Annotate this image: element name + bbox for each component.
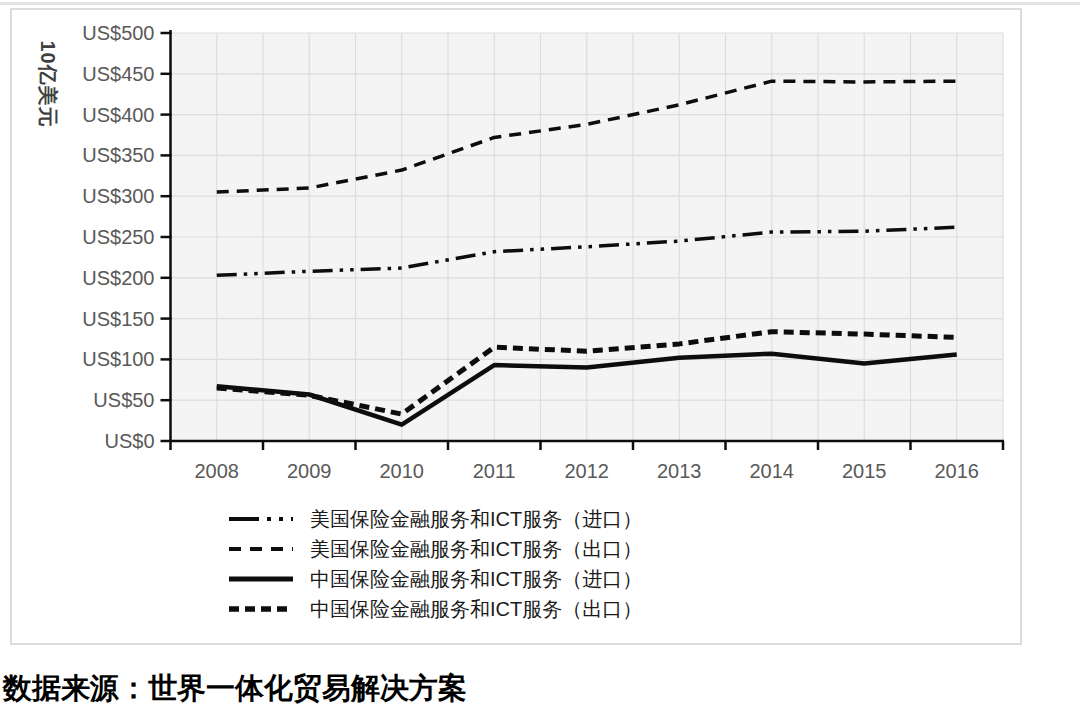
x-tick-label: 2013: [657, 460, 702, 482]
y-tick-label: US$250: [82, 226, 154, 248]
y-tick-label: US$200: [82, 267, 154, 289]
y-tick-label: US$50: [93, 389, 154, 411]
legend-label: 美国保险金融服务和ICT服务（出口）: [310, 536, 642, 563]
y-tick-label: US$400: [82, 104, 154, 126]
legend-line-sample: [228, 510, 294, 528]
legend-label: 美国保险金融服务和ICT服务（进口）: [310, 506, 642, 533]
x-tick-label: 2012: [565, 460, 610, 482]
legend-label: 中国保险金融服务和ICT服务（进口）: [310, 566, 642, 593]
x-tick-label: 2008: [195, 460, 240, 482]
legend-label: 中国保险金融服务和ICT服务（出口）: [310, 596, 642, 623]
y-tick-label: US$300: [82, 185, 154, 207]
x-tick-label: 2014: [750, 460, 795, 482]
chart-legend: 美国保险金融服务和ICT服务（进口） 美国保险金融服务和ICT服务（出口） 中国保险…: [228, 508, 642, 620]
legend-line-sample: [228, 540, 294, 558]
y-tick-label: US$100: [82, 348, 154, 370]
y-tick-label: US$350: [82, 144, 154, 166]
legend-line-sample: [228, 600, 294, 618]
legend-item: 美国保险金融服务和ICT服务（出口）: [228, 538, 642, 560]
y-tick-label: US$0: [104, 430, 154, 452]
x-tick-label: 2009: [287, 460, 332, 482]
x-tick-label: 2015: [842, 460, 887, 482]
chart-figure: US$0 US$50 US$100 US$150 US$200 US$250 US$300 U…: [0, 0, 1080, 725]
legend-item: 美国保险金融服务和ICT服务（进口）: [228, 508, 642, 530]
x-tick-label: 2016: [935, 460, 980, 482]
x-tick-label: 2011: [473, 460, 516, 482]
x-tick-label: 2010: [380, 460, 425, 482]
legend-line-sample: [228, 570, 294, 588]
source-note: 数据来源：世界一体化贸易解决方案: [3, 669, 467, 709]
y-tick-label: US$150: [82, 308, 154, 330]
legend-item: 中国保险金融服务和ICT服务（进口）: [228, 568, 642, 590]
legend-item: 中国保险金融服务和ICT服务（出口）: [228, 598, 642, 620]
y-tick-label: US$500: [82, 22, 154, 44]
y-tick-label: US$450: [82, 63, 154, 85]
y-axis-title: 10亿美元: [37, 29, 61, 139]
